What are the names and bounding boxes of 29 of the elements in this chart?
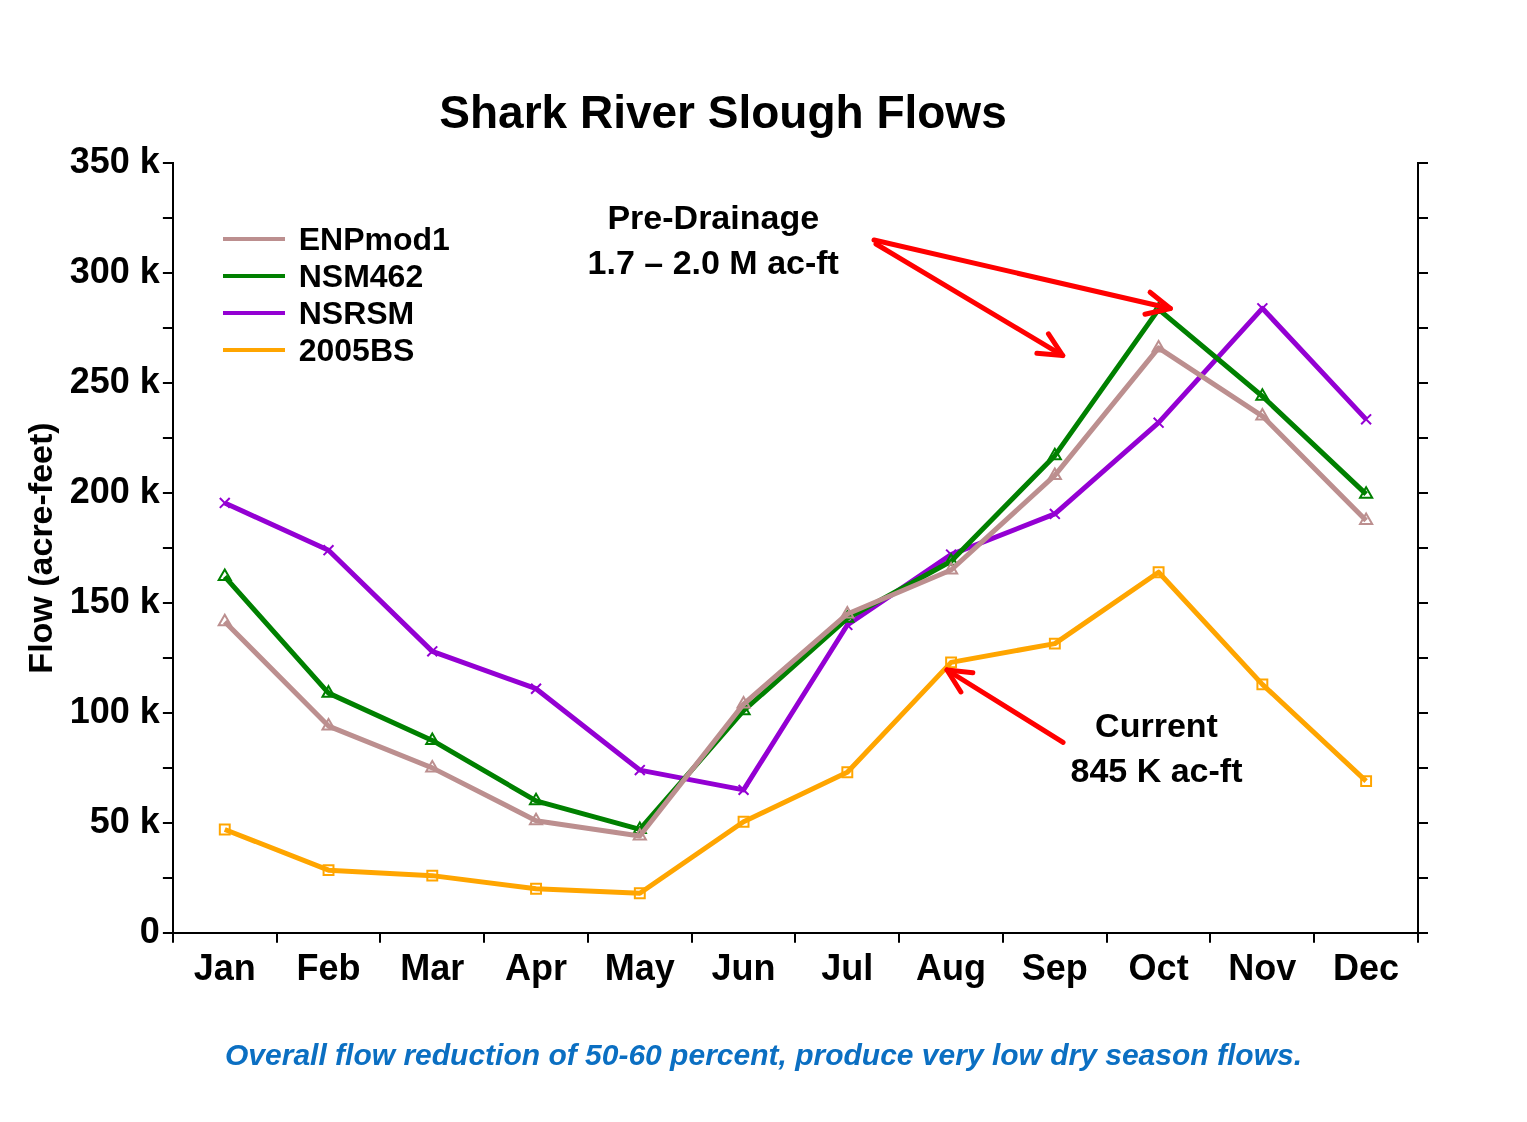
x-tick-label: Aug <box>916 947 987 989</box>
x-tick-label: Jan <box>193 947 256 989</box>
legend-label: ENPmod1 <box>298 220 450 258</box>
x-tick-label: Sep <box>1021 947 1088 989</box>
chart-title: Shark River Slough Flows <box>439 86 1007 139</box>
x-tick-label: Nov <box>1228 947 1297 989</box>
y-axis-title: Flow (acre-feet) <box>20 422 59 674</box>
x-tick-label: Jul <box>821 947 874 989</box>
x-tick-label: Dec <box>1333 947 1400 989</box>
x-tick-label: Oct <box>1128 947 1189 989</box>
legend-label: NSRSM <box>298 294 415 332</box>
y-tick-label: 300 k <box>69 250 161 292</box>
y-tick-label: 350 k <box>69 140 161 182</box>
x-tick-label: Mar <box>400 947 465 989</box>
y-tick-label: 0 <box>139 909 160 951</box>
y-tick-label: 50 k <box>89 799 161 841</box>
annotation: Current 845 K ac-ft <box>1069 705 1244 792</box>
text: Overall flow reduction of 50-60 percent, produce very low dry season flows. <box>224 1038 1303 1072</box>
annotation: Pre-Drainage 1.7 – 2.0 M ac-ft <box>586 197 840 284</box>
x-tick-label: Feb <box>296 947 361 989</box>
y-tick-label: 250 k <box>69 360 161 402</box>
legend-label: NSM462 <box>298 257 424 295</box>
y-tick-label: 150 k <box>69 579 161 621</box>
x-tick-label: Jun <box>711 947 776 989</box>
legend-label: 2005BS <box>298 331 415 369</box>
y-tick-label: 200 k <box>69 469 161 511</box>
x-tick-label: May <box>604 947 675 989</box>
y-tick-label: 100 k <box>69 689 161 731</box>
x-tick-label: Apr <box>505 947 568 989</box>
